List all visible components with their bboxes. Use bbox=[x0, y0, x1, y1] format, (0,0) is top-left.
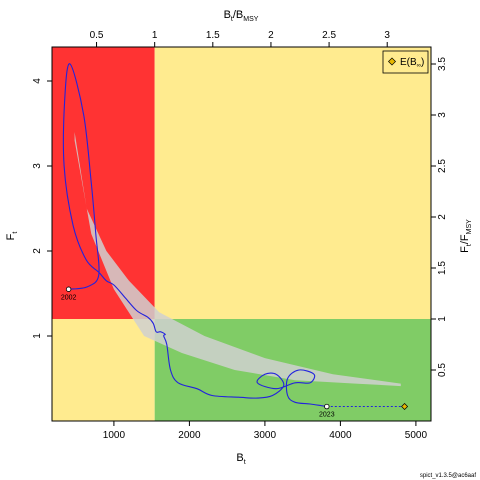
x-top-tick-label: 2.5 bbox=[322, 30, 336, 41]
y-right-tick-label: 0.5 bbox=[437, 363, 448, 377]
y-left-tick-label: 4 bbox=[32, 78, 43, 84]
y-right-ticks: 0.5 1 1.5 2 2.5 3 3.5 bbox=[431, 57, 448, 377]
y-left-ticks: 1 2 3 4 bbox=[32, 78, 52, 339]
y-left-title: Ft bbox=[5, 232, 19, 241]
y-right-tick-label: 3 bbox=[437, 112, 448, 118]
x-bottom-title: Bt bbox=[236, 452, 245, 466]
overfishing-zone bbox=[154, 47, 431, 319]
plot-frame bbox=[51, 46, 432, 422]
y-right-tick-label: 2.5 bbox=[437, 159, 448, 173]
x-bottom-ticks: 1000 2000 3000 4000 5000 bbox=[103, 421, 428, 441]
legend-box bbox=[382, 50, 429, 74]
y-right-tick-label: 1.5 bbox=[437, 261, 448, 275]
x-top-tick-label: 3 bbox=[384, 30, 390, 41]
legend-entry: E(B∞) bbox=[400, 57, 424, 69]
y-left-tick-label: 1 bbox=[32, 333, 43, 339]
x-top-ticks: 0.5 1 1.5 2 2.5 3 bbox=[90, 30, 390, 47]
legend: E(B∞) bbox=[382, 50, 429, 74]
expected-equilibrium-marker bbox=[401, 403, 409, 411]
x-top-tick-label: 2 bbox=[268, 30, 274, 41]
footer-version: spict_v1.3.5@ac6aaf bbox=[420, 473, 476, 479]
x-top-tick-label: 1.5 bbox=[206, 30, 220, 41]
legend-diamond-icon bbox=[388, 57, 396, 66]
confidence-band bbox=[74, 132, 401, 387]
x-bottom-tick-label: 2000 bbox=[178, 430, 201, 441]
y-right-tick-label: 1 bbox=[437, 316, 448, 322]
x-top-title: Bt/BMSY bbox=[224, 9, 259, 23]
overfished-zone bbox=[52, 319, 155, 421]
x-bottom-tick-label: 1000 bbox=[103, 430, 126, 441]
y-right-title: Ft/FMSY bbox=[459, 219, 473, 253]
start-year-label: 2002 bbox=[61, 294, 77, 301]
x-bottom-tick-label: 5000 bbox=[405, 430, 428, 441]
x-bottom-tick-label: 3000 bbox=[254, 430, 277, 441]
biomass-fishing-trajectory bbox=[62, 63, 327, 408]
overfished-overfishing-zone bbox=[52, 47, 155, 319]
y-right-tick-label: 2 bbox=[437, 214, 448, 220]
end-point bbox=[324, 403, 330, 410]
y-left-tick-label: 3 bbox=[32, 163, 43, 169]
y-left-tick-label: 2 bbox=[32, 248, 43, 254]
start-point bbox=[65, 286, 72, 292]
y-right-tick-label: 3.5 bbox=[437, 57, 448, 71]
x-top-tick-label: 1 bbox=[152, 30, 158, 41]
x-bottom-tick-label: 4000 bbox=[329, 430, 352, 441]
end-year-label: 2023 bbox=[319, 412, 335, 419]
x-top-tick-label: 0.5 bbox=[90, 30, 104, 41]
